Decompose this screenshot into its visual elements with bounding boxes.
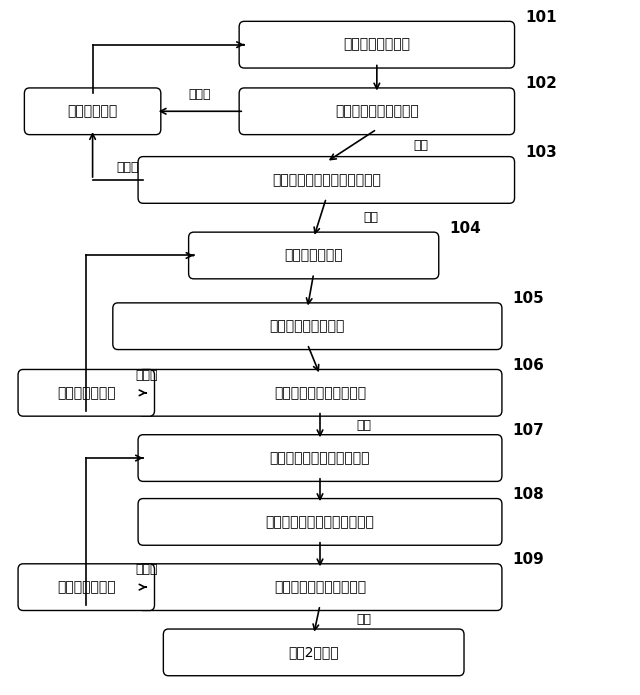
Text: いいえ: いいえ (135, 564, 157, 576)
Text: 109: 109 (513, 553, 545, 567)
FancyBboxPatch shape (239, 22, 515, 68)
FancyBboxPatch shape (239, 88, 515, 135)
Text: 105: 105 (513, 291, 545, 306)
Text: 患者の履歴を読み取る: 患者の履歴を読み取る (335, 104, 419, 118)
Text: はい: はい (413, 139, 429, 152)
Text: 処方箋を読み取る: 処方箋を読み取る (343, 38, 410, 51)
Text: 107: 107 (513, 423, 545, 438)
Text: 106: 106 (513, 358, 545, 373)
Text: いいえ: いいえ (116, 161, 139, 174)
FancyBboxPatch shape (138, 370, 502, 416)
Text: 患者の身体的特徴を読み取る: 患者の身体的特徴を読み取る (272, 173, 381, 187)
Text: はい: はい (356, 419, 372, 432)
FancyBboxPatch shape (189, 232, 439, 279)
Text: はい: はい (363, 211, 378, 224)
Text: 104: 104 (449, 220, 481, 236)
Text: 108: 108 (513, 487, 545, 502)
FancyBboxPatch shape (163, 629, 464, 676)
Text: はい: はい (356, 613, 372, 626)
Text: 102: 102 (525, 76, 557, 91)
FancyBboxPatch shape (138, 564, 502, 610)
Text: 警報を生成する: 警報を生成する (57, 386, 116, 400)
Text: 段階2に進む: 段階2に進む (289, 646, 339, 660)
FancyBboxPatch shape (18, 370, 154, 416)
Text: データベースと比較する: データベースと比較する (274, 386, 366, 400)
Text: 非薬物アイテムを獲得する: 非薬物アイテムを獲得する (269, 451, 371, 465)
Text: 医師に尋ねる: 医師に尋ねる (67, 104, 118, 118)
FancyBboxPatch shape (138, 434, 502, 482)
Text: 識別情報を記録する: 識別情報を記録する (269, 319, 345, 333)
Text: 103: 103 (525, 145, 557, 160)
FancyBboxPatch shape (18, 564, 154, 610)
Text: 101: 101 (525, 10, 557, 25)
FancyBboxPatch shape (24, 88, 161, 135)
Text: 非薬物アイテムを画像化する: 非薬物アイテムを画像化する (266, 515, 374, 529)
FancyBboxPatch shape (138, 498, 502, 546)
Text: 警報を生成する: 警報を生成する (57, 580, 116, 594)
FancyBboxPatch shape (138, 156, 515, 204)
Text: いいえ: いいえ (189, 88, 211, 101)
Text: データベースと比較する: データベースと比較する (274, 580, 366, 594)
Text: いいえ: いいえ (135, 369, 157, 382)
Text: 薬物を獲得する: 薬物を獲得する (284, 249, 343, 263)
FancyBboxPatch shape (113, 303, 502, 350)
